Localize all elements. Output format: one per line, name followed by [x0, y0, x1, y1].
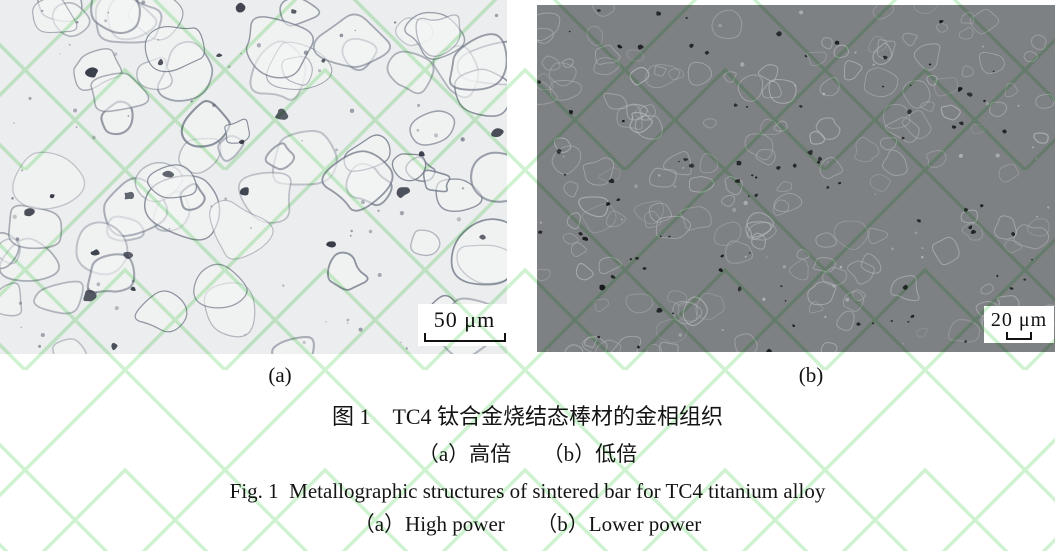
caption-en-subtitle: （a）High power （b）Lower power	[353, 512, 702, 536]
micrograph-b-image	[537, 5, 1055, 352]
scale-bar-b: 20 μm	[984, 306, 1054, 343]
caption-en-title: Fig. 1 Metallographic structures of sint…	[229, 479, 826, 503]
scale-bar-a-bracket	[423, 332, 506, 342]
scale-bar-b-label: 20 μm	[990, 308, 1048, 331]
scale-bar-a: 50 μm	[418, 304, 511, 346]
caption-zh-title: 图 1 TC4 钛合金烧结态棒材的金相组织	[331, 404, 724, 429]
caption-zh-subtitle: （a）高倍 （b）低倍	[417, 442, 638, 466]
micrograph-a-image	[0, 0, 507, 354]
panel-label-a: (a)	[268, 363, 292, 387]
scale-bar-b-bracket	[1006, 331, 1032, 340]
scale-bar-a-label: 50 μm	[433, 306, 496, 332]
panel-label-b: (b)	[798, 363, 824, 387]
